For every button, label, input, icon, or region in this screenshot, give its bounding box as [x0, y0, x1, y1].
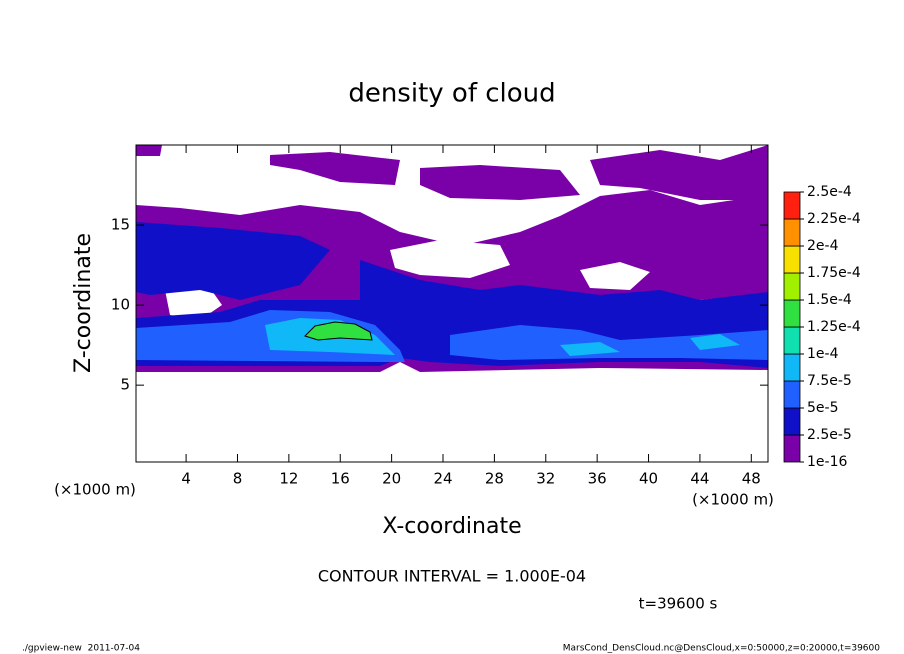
colorbar-label: 1e-16 — [807, 454, 847, 470]
colorbar-swatch — [783, 380, 801, 409]
colorbar-swatch — [783, 299, 801, 328]
chart-title: density of cloud — [348, 79, 555, 109]
colorbar-swatch — [783, 353, 801, 382]
colorbar-swatch — [783, 191, 801, 220]
y-tick-label: 10 — [111, 296, 130, 314]
time-label: t=39600 s — [639, 595, 718, 613]
x-tick-label: 48 — [742, 470, 761, 488]
colorbar-swatch — [783, 272, 801, 301]
colorbar-label: 2.5e-5 — [807, 427, 852, 443]
field-purple — [136, 145, 768, 200]
y-tick-label: 5 — [120, 376, 130, 394]
colorbar-swatch — [783, 434, 801, 463]
colorbar-label: 5e-5 — [807, 400, 838, 416]
x-tick-label: 4 — [181, 470, 191, 488]
x-tick-label: 8 — [233, 470, 243, 488]
x-tick-label: 36 — [588, 470, 607, 488]
x-axis-title: X-coordinate — [382, 514, 521, 539]
colorbar-label: 1.25e-4 — [807, 319, 861, 335]
colorbar-label: 1.75e-4 — [807, 265, 861, 281]
field-cyan — [265, 318, 740, 356]
contour-field — [136, 145, 768, 372]
x-tick-label: 28 — [485, 470, 504, 488]
x-tick-label: 40 — [639, 470, 658, 488]
colorbar-swatch — [783, 326, 801, 355]
y-axis-title: Z-coordinate — [71, 233, 96, 373]
colorbar-label: 2.5e-4 — [807, 184, 852, 200]
colorbar-label: 2.25e-4 — [807, 211, 861, 227]
x-unit: (×1000 m) — [54, 481, 136, 499]
x-tick-label: 32 — [536, 470, 555, 488]
footer-right: MarsCond_DensCloud.nc@DensCloud,x=0:5000… — [563, 644, 880, 654]
x-tick-label: 16 — [331, 470, 350, 488]
footer-left: ./gpview-new 2011-07-04 — [22, 644, 140, 654]
field-green — [304, 321, 373, 341]
colorbar-swatch — [783, 245, 801, 274]
colorbar-swatch — [783, 407, 801, 436]
colorbar-label: 7.5e-5 — [807, 373, 852, 389]
colorbar-swatch — [783, 218, 801, 247]
contour-note: CONTOUR INTERVAL = 1.000E-04 — [318, 567, 586, 586]
x-tick-label: 24 — [433, 470, 452, 488]
colorbar-label: 1e-4 — [807, 346, 839, 362]
x-tick-label: 44 — [690, 470, 709, 488]
x-tick-label: 12 — [279, 470, 298, 488]
y-tick-label: 15 — [111, 216, 130, 234]
colorbar-label: 1.5e-4 — [807, 292, 852, 308]
colorbar-label: 2e-4 — [807, 238, 839, 254]
y-unit: (×1000 m) — [692, 491, 774, 509]
plot-frame — [135, 144, 769, 463]
x-tick-label: 20 — [382, 470, 401, 488]
